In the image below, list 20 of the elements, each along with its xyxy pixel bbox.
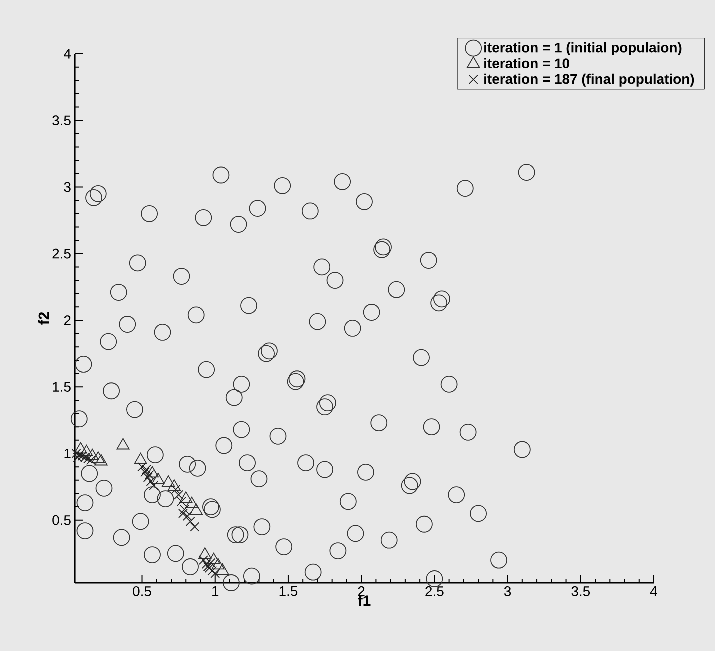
legend-label: iteration = 10 — [484, 58, 570, 69]
x-tick-label: 1.5 — [280, 586, 298, 596]
y-tick-label: 0.5 — [52, 515, 71, 526]
y-tick-label: 1 — [64, 448, 71, 459]
y-axis-title: f2 — [38, 312, 50, 325]
x-axis-title: f1 — [358, 595, 371, 606]
x-tick-label: 3 — [504, 586, 512, 596]
x-tick-label: 3.5 — [572, 586, 590, 596]
x-tick-label: 0.5 — [133, 586, 152, 596]
y-tick-label: 2 — [64, 316, 71, 326]
legend-label: iteration = 1 (initial populaion) — [484, 42, 682, 56]
y-tick-label: 3.5 — [52, 116, 71, 126]
x-tick-label: 4 — [650, 586, 658, 596]
y-tick-label: 2.5 — [52, 248, 71, 259]
y-tick-label: 4 — [64, 49, 72, 59]
y-tick-label: 3 — [64, 182, 71, 192]
x-tick-label: 1 — [212, 586, 219, 596]
x-tick-label: 2.5 — [426, 586, 444, 596]
y-tick-label: 1.5 — [53, 382, 71, 392]
legend-label: iteration = 187 (final population) — [484, 74, 694, 87]
